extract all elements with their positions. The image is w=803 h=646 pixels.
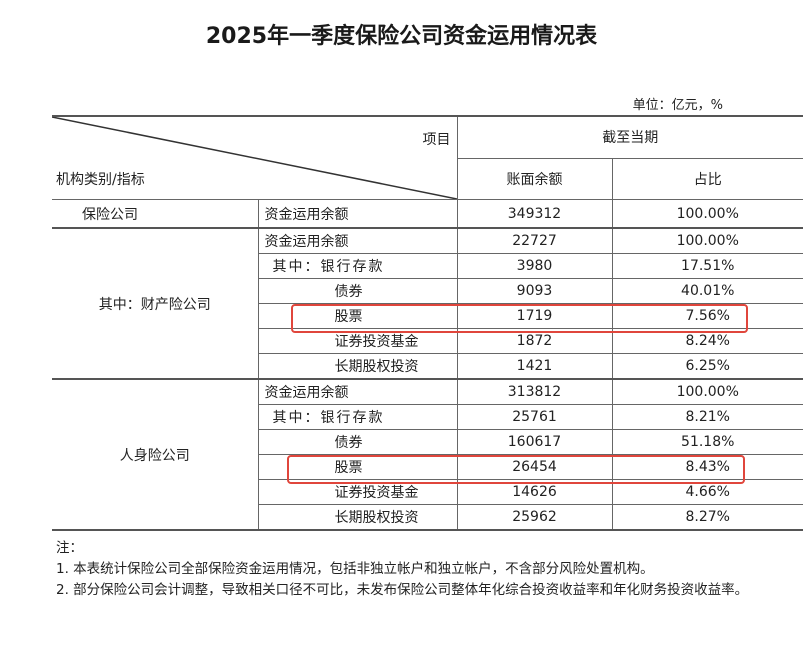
header-period: 截至当期 (456, 115, 803, 159)
row-balance: 1421 (456, 353, 613, 380)
row-share: 100.00% (611, 378, 803, 405)
row-label: 债券 (258, 429, 458, 455)
unit-label: 单位：亿元，% (632, 98, 723, 113)
header-share: 占比 (611, 157, 803, 200)
table-row: 股票 26454 8.43% (52, 454, 803, 480)
notes-heading: 注： (56, 540, 83, 556)
row-label: 资金运用余额 (257, 199, 458, 229)
notes: 注： 1. 本表统计保险公司全部保险资金运用情况，包括非独立帐户和独立帐户，不含… (56, 538, 796, 601)
row-balance: 25962 (456, 504, 613, 531)
diagonal-line (52, 117, 457, 199)
row-share: 17.51% (611, 253, 803, 279)
highlight-box-property-stocks (291, 304, 748, 333)
row-share: 40.01% (611, 278, 803, 304)
row-share: 100.00% (611, 199, 803, 229)
row-share: 6.25% (611, 353, 803, 380)
row-label: 资金运用余额 (257, 378, 458, 405)
row-balance: 160617 (456, 429, 613, 455)
insurance-fund-table: 项目 机构类别/指标 截至当期 账面余额 占比 保险公司 资金运用余额 3493… (52, 115, 803, 531)
group-name: 人身险公司 (52, 378, 259, 531)
diagonal-header-cell: 项目 机构类别/指标 (52, 115, 458, 200)
table-row: 人身险公司 资金运用余额 313812 100.00% (52, 378, 803, 531)
table-row: 其中：银行存款 25761 8.21% (52, 404, 803, 430)
group-name: 其中：财产险公司 (52, 227, 259, 380)
row-label: 其中：银行存款 (258, 253, 458, 279)
row-balance: 349312 (456, 199, 613, 229)
row-share: 100.00% (611, 227, 803, 254)
table-row: 保险公司 资金运用余额 349312 100.00% (52, 199, 803, 229)
row-label: 资金运用余额 (257, 227, 458, 254)
note-item: 1. 本表统计保险公司全部保险资金运用情况，包括非独立帐户和独立帐户，不含部分风… (56, 561, 654, 577)
row-share: 8.27% (611, 504, 803, 531)
page-title: 2025年一季度保险公司资金运用情况表 (205, 24, 598, 49)
header-category: 机构类别/指标 (56, 172, 145, 188)
group-name: 保险公司 (52, 199, 259, 229)
highlight-box-life-stocks (287, 455, 745, 484)
row-balance: 25761 (456, 404, 613, 430)
row-share: 8.43% (611, 454, 803, 480)
table-row: 其中：银行存款 3980 17.51% (52, 253, 803, 279)
row-label: 其中：银行存款 (258, 404, 458, 430)
row-balance: 313812 (456, 378, 613, 405)
row-balance: 22727 (456, 227, 613, 254)
header-balance: 账面余额 (457, 157, 613, 200)
row-share: 51.18% (611, 429, 803, 455)
row-label: 长期股权投资 (258, 504, 458, 531)
row-label: 债券 (258, 278, 458, 304)
header-item: 项目 (422, 132, 451, 148)
table-row: 债券 9093 40.01% (52, 278, 803, 304)
row-balance: 9093 (456, 278, 613, 304)
row-label: 长期股权投资 (258, 353, 458, 380)
note-item: 2. 部分保险公司会计调整，导致相关口径不可比，未发布保险公司整体年化综合投资收… (56, 582, 749, 598)
row-balance: 1719 (456, 303, 613, 329)
table-row: 债券 160617 51.18% (52, 429, 803, 455)
table-row: 其中：财产险公司 资金运用余额 22727 100.00% (52, 227, 803, 380)
table-row: 长期股权投资 25962 8.27% (52, 504, 803, 531)
row-balance: 3980 (456, 253, 613, 279)
row-share: 8.21% (611, 404, 803, 430)
